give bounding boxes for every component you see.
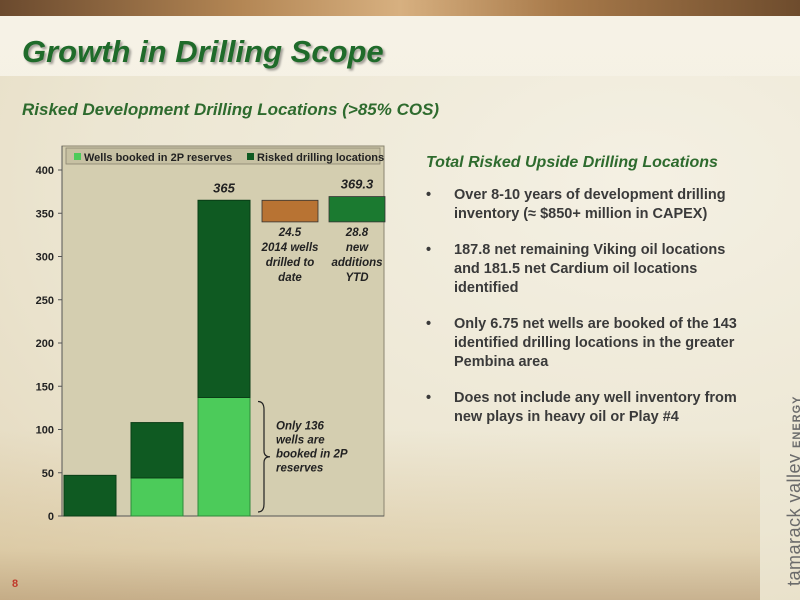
- bullet-icon: •: [426, 316, 432, 332]
- floating-bar-label: 28.8 new additions YTD: [331, 227, 382, 284]
- chart-subtitle: Risked Development Drilling Locations (>…: [22, 100, 440, 119]
- y-tick-label: 150: [36, 381, 54, 393]
- legend-box: [65, 147, 381, 165]
- bullet-item: • Does not include any well inventory fro…: [424, 389, 744, 427]
- y-tick-label: 400: [36, 165, 54, 177]
- floating-bar-label: 24.5 2014 wells drilled to date: [261, 227, 319, 284]
- bar-risked: [197, 199, 251, 398]
- label-line: date: [278, 272, 302, 284]
- bar-risked: [130, 422, 184, 479]
- right-panel-heading: Total Risked Upside Drilling Locations: [426, 154, 718, 171]
- bullet-item: • 187.8 net remaining Viking oil location…: [424, 241, 744, 298]
- top-decorative-bar: [0, 0, 800, 16]
- bar-booked: [197, 396, 251, 517]
- bullet-list: • Over 8-10 years of development drilling…: [424, 186, 744, 444]
- bar-chart: 0 50 100 150 200 250 300 350 400 Wells booked in …: [36, 144, 386, 523]
- bullet-item: • Only 6.75 net wells are booked of the 1…: [424, 315, 744, 372]
- company-logo: tamarack valley ENERGY: [784, 395, 800, 586]
- legend-label-risked: Risked drilling locations: [257, 152, 384, 164]
- bullet-text: Does not include any well inventory from…: [454, 390, 737, 425]
- label-line: booked in 2P: [276, 448, 348, 460]
- label-line: 28.8: [345, 227, 369, 239]
- logo-name: tamarack valley: [784, 453, 800, 586]
- bar-total-label: 365: [213, 180, 235, 195]
- bar-total-label: 369.3: [341, 177, 374, 192]
- bullet-icon: •: [426, 390, 432, 406]
- y-tick-label: 0: [48, 511, 54, 523]
- label-line: Only 136: [276, 420, 325, 432]
- legend-swatch-booked: [74, 153, 81, 160]
- bullet-text: Over 8-10 years of development drilling …: [454, 187, 726, 222]
- bar-new-additions: [328, 196, 386, 223]
- slide-title: Growth in Drilling Scope: [22, 34, 384, 69]
- y-tick-label: 350: [36, 208, 54, 220]
- label-line: reserves: [276, 462, 323, 474]
- logo-suffix: ENERGY: [791, 395, 800, 448]
- legend-swatch-risked: [247, 153, 254, 160]
- label-line: new: [346, 242, 369, 254]
- y-tick-label: 250: [36, 295, 54, 307]
- label-line: 2014 wells: [261, 242, 319, 254]
- bullet-icon: •: [426, 187, 432, 203]
- chart-svg: 0 50 100 150 200 250 300 350 400 Wells booked in …: [36, 145, 386, 523]
- bullet-text: Only 6.75 net wells are booked of the 14…: [454, 316, 737, 370]
- bar-risked: [63, 474, 117, 517]
- label-line: wells are: [276, 434, 325, 446]
- bullet-icon: •: [426, 242, 432, 258]
- bullet-text: 187.8 net remaining Viking oil locations…: [454, 242, 726, 296]
- y-tick-label: 50: [42, 468, 54, 480]
- legend-label-booked: Wells booked in 2P reserves: [84, 152, 232, 164]
- bar-2014-drilled: [261, 199, 319, 223]
- label-line: drilled to: [266, 257, 315, 269]
- y-tick-label: 200: [36, 338, 54, 350]
- bullet-item: • Over 8-10 years of development drilling…: [424, 186, 744, 224]
- bar-booked: [130, 477, 184, 517]
- label-line: 24.5: [278, 227, 302, 239]
- brace-icon: [257, 400, 271, 513]
- y-tick-label: 100: [36, 425, 54, 437]
- y-tick-label: 300: [36, 252, 54, 264]
- label-line: additions: [331, 257, 382, 269]
- booked-annotation: Only 136 wells are booked in 2P reserves: [276, 420, 348, 474]
- label-line: YTD: [346, 272, 369, 284]
- page-number: 8: [12, 578, 19, 590]
